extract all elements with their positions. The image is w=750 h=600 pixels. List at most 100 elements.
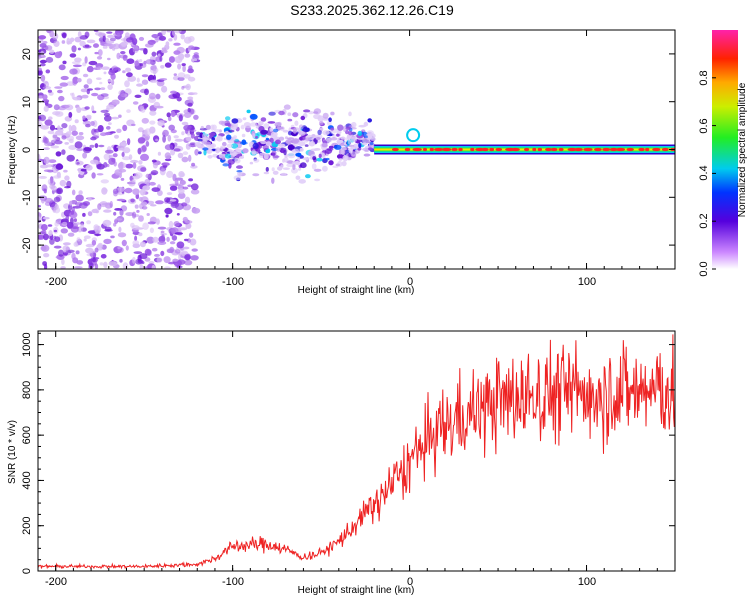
spectrogram-cell	[109, 131, 116, 134]
spectrogram-cell	[65, 131, 72, 136]
spectrogram-cell	[139, 59, 143, 63]
spectrogram-cell	[251, 151, 259, 155]
spectrogram-trace-bump	[406, 128, 421, 143]
snr-ytick-label: 0	[21, 568, 33, 574]
spectrogram-cell	[116, 32, 121, 38]
spectrogram-cell	[84, 56, 88, 64]
spectrogram-cell	[151, 264, 156, 269]
spectrogram-cell	[166, 192, 173, 196]
spectrogram-cell	[78, 190, 83, 196]
spectrogram-cell	[183, 36, 192, 44]
spectrogram-trace-peak	[574, 147, 583, 152]
spectrogram-cell	[53, 175, 62, 179]
spectrogram-cell	[300, 115, 306, 121]
spectrogram-cell	[134, 172, 143, 179]
spectrogram-cell	[43, 105, 49, 112]
spectrogram-cell	[107, 34, 115, 39]
spectrogram-cell	[155, 218, 160, 225]
spectrogram-cell	[155, 138, 159, 142]
spectrogram-cell	[305, 127, 310, 132]
spectrogram-cell	[54, 86, 63, 89]
spectrogram-cell	[269, 127, 274, 132]
spectrogram-cell	[159, 168, 166, 176]
spectrogram-cell	[213, 129, 221, 133]
spectrogram-cell	[228, 129, 235, 133]
spectrogram-cell	[51, 32, 59, 40]
spectrogram-cell	[178, 188, 185, 195]
spectrogram-cell	[101, 66, 110, 70]
spectrogram-cell	[291, 148, 300, 154]
figure-title: S233.2025.362.12.26.C19	[290, 2, 454, 18]
colorbar-label: Normalized spectral amplitude	[737, 82, 748, 217]
spectrogram-cell	[298, 124, 304, 130]
spectrogram-cell	[88, 60, 98, 66]
spectrogram-cell	[332, 133, 336, 139]
spectrogram-cell	[358, 124, 367, 128]
spectrogram-cell	[234, 158, 241, 164]
spectrogram-cell	[108, 154, 113, 159]
spectrogram-cell	[221, 156, 226, 161]
spectrogram-cell	[53, 196, 61, 203]
spectrogram-cell	[341, 161, 347, 167]
spectrogram-cell	[164, 62, 172, 68]
spectrogram-cell	[68, 145, 77, 150]
spectrogram-cell	[332, 165, 339, 168]
spectrogram-cell	[189, 98, 194, 102]
spectrogram-cell	[364, 149, 369, 152]
spectrogram-cell	[38, 69, 43, 76]
spectrogram-cell	[139, 241, 146, 248]
spectrogram-trace-peak	[545, 147, 552, 152]
spectrogram-cell	[71, 61, 81, 65]
spectrogram-ytick-label: 10	[21, 96, 33, 108]
spectrogram-cell	[85, 247, 94, 254]
spectrogram-cell	[44, 81, 49, 88]
spectrogram-cell	[61, 149, 66, 155]
spectrogram-cell	[173, 73, 177, 76]
spectrogram-cell	[54, 51, 62, 59]
spectrogram-cell	[103, 238, 112, 245]
spectrogram-cell	[110, 235, 115, 239]
spectrogram-cell	[211, 137, 215, 141]
spectrogram-cell	[44, 197, 53, 203]
spectrogram-cell	[136, 209, 140, 213]
spectrogram-cell	[164, 158, 172, 162]
spectrogram-cell	[61, 258, 65, 265]
spectrogram-cell	[149, 227, 154, 234]
spectrogram-cell	[169, 246, 175, 253]
spectrogram-cell	[317, 129, 322, 135]
spectrogram-cell	[224, 153, 232, 159]
spectrogram-cell	[64, 142, 69, 145]
spectrogram-cell	[117, 246, 121, 250]
spectrogram-cell	[73, 241, 79, 247]
spectrogram-xtick-label: 100	[578, 276, 596, 288]
spectrogram-cell	[151, 247, 158, 252]
spectrogram-cell	[83, 238, 87, 242]
spectrogram-cell	[78, 132, 84, 136]
spectrogram-cell	[93, 208, 100, 214]
colorbar-tick-label: 0.4	[698, 165, 710, 180]
spectrogram-cell	[313, 148, 321, 151]
spectrogram-cell	[222, 141, 227, 147]
spectrogram-cell	[150, 204, 157, 207]
spectrogram-cell	[42, 94, 48, 100]
spectrogram-cell	[125, 67, 132, 73]
spectrogram-cell	[210, 124, 215, 131]
spectrogram-trace-peak	[495, 147, 503, 152]
spectrogram-cell	[138, 160, 143, 165]
spectrogram-cell	[85, 123, 91, 128]
spectrogram-cell	[258, 121, 264, 126]
spectrogram-cell	[366, 130, 374, 136]
snr-ytick-label: 200	[21, 517, 33, 535]
spectrogram-cell	[74, 119, 79, 124]
spectrogram-cell	[145, 59, 154, 65]
spectrogram-cell	[150, 170, 159, 176]
spectrogram-cell	[147, 221, 156, 225]
spectrogram-cell	[48, 230, 53, 237]
spectrogram-cell	[295, 162, 302, 166]
spectrogram-cell	[76, 78, 82, 83]
spectrogram-cell	[117, 186, 125, 193]
spectrogram-cell	[181, 156, 189, 163]
spectrogram-cell	[121, 152, 125, 157]
spectrogram-cell	[305, 174, 311, 179]
